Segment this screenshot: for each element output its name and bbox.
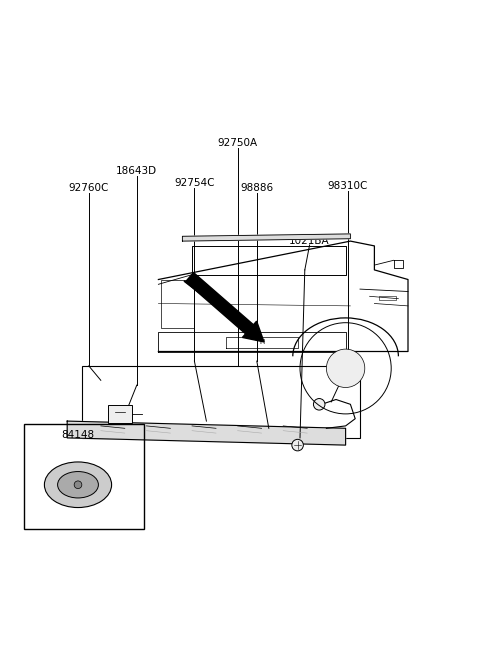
Circle shape <box>326 349 365 388</box>
Circle shape <box>313 398 325 410</box>
Polygon shape <box>67 421 346 445</box>
Ellipse shape <box>58 472 98 498</box>
Polygon shape <box>182 234 350 241</box>
Text: 92760C: 92760C <box>69 183 109 193</box>
Bar <box>82 366 360 438</box>
Bar <box>161 280 194 328</box>
Text: 18643D: 18643D <box>116 166 157 176</box>
Text: 98886: 98886 <box>240 183 274 193</box>
Bar <box>108 405 132 422</box>
Circle shape <box>292 440 303 451</box>
Text: 92754C: 92754C <box>174 179 215 189</box>
Text: 98310C: 98310C <box>328 181 368 191</box>
Circle shape <box>74 481 82 489</box>
Text: H: H <box>259 339 264 345</box>
Ellipse shape <box>44 462 111 508</box>
Text: 1021BA: 1021BA <box>289 236 330 246</box>
Text: 92750A: 92750A <box>217 138 258 147</box>
Bar <box>379 296 396 299</box>
Bar <box>24 424 144 529</box>
Text: 84148: 84148 <box>61 430 95 441</box>
FancyArrow shape <box>186 272 264 342</box>
